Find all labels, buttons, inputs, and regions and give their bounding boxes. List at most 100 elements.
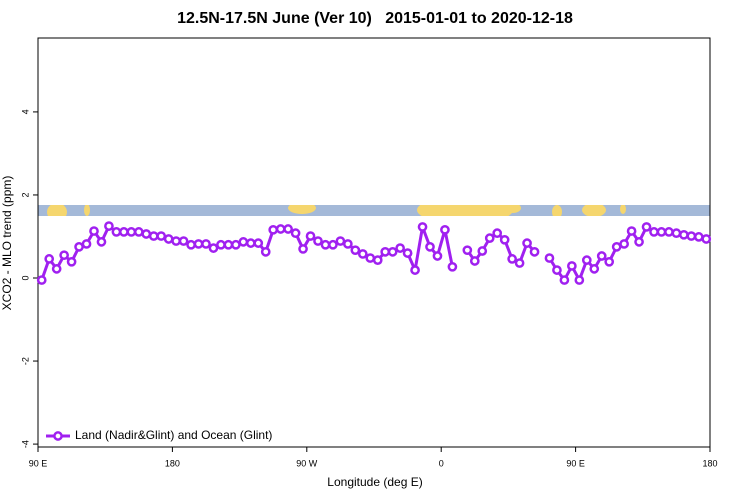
data-point bbox=[74, 242, 84, 252]
x-tick-label: 90 E bbox=[29, 458, 48, 468]
legend-marker bbox=[53, 431, 63, 441]
data-point bbox=[611, 242, 622, 252]
data-point bbox=[671, 228, 682, 239]
data-point bbox=[417, 222, 428, 232]
data-point bbox=[51, 264, 62, 274]
x-tick-label: 180 bbox=[165, 458, 180, 468]
data-point bbox=[596, 251, 607, 261]
y-axis-label: XCO2 - MLO trend (ppm) bbox=[0, 176, 14, 311]
data-point bbox=[119, 227, 129, 237]
data-point bbox=[208, 243, 219, 253]
data-point bbox=[238, 237, 249, 247]
data-point bbox=[402, 248, 413, 258]
data-point bbox=[544, 253, 555, 263]
data-point bbox=[469, 256, 480, 266]
data-point bbox=[522, 238, 532, 248]
data-point bbox=[81, 239, 92, 249]
data-point bbox=[432, 251, 443, 261]
data-point bbox=[462, 245, 473, 256]
data-point bbox=[425, 242, 435, 252]
data-point bbox=[679, 229, 689, 240]
plot-frame bbox=[37, 37, 711, 448]
x-tick-label: 180 bbox=[702, 458, 717, 468]
data-point bbox=[141, 229, 152, 239]
data-point bbox=[328, 239, 338, 250]
data-point bbox=[335, 236, 346, 246]
data-point bbox=[89, 226, 99, 236]
data-point bbox=[395, 243, 405, 253]
data-point bbox=[567, 261, 577, 271]
data-point bbox=[59, 250, 69, 261]
data-point bbox=[477, 246, 488, 256]
data-point bbox=[96, 237, 107, 247]
data-point bbox=[350, 245, 361, 256]
data-point bbox=[111, 227, 122, 237]
data-point bbox=[268, 224, 279, 235]
data-point bbox=[156, 231, 167, 241]
x-tick-label: 0 bbox=[439, 458, 444, 468]
data-point bbox=[559, 275, 570, 285]
data-point bbox=[343, 239, 353, 249]
land-shapes bbox=[47, 205, 626, 216]
data-point bbox=[649, 227, 659, 237]
data-point bbox=[387, 246, 398, 257]
data-point bbox=[148, 231, 159, 241]
data-point bbox=[686, 231, 697, 241]
data-point bbox=[357, 249, 368, 259]
data-point bbox=[447, 261, 458, 272]
data-point bbox=[320, 239, 331, 250]
map-strip bbox=[38, 205, 710, 216]
data-point bbox=[245, 238, 256, 248]
data-point bbox=[298, 244, 308, 254]
data-point bbox=[380, 246, 391, 257]
data-point bbox=[313, 236, 323, 246]
data-point bbox=[634, 237, 644, 247]
data-point bbox=[201, 239, 211, 249]
y-tick-label: 4 bbox=[20, 109, 30, 114]
data-point bbox=[581, 255, 592, 265]
data-point bbox=[484, 233, 495, 243]
data-point bbox=[171, 236, 181, 246]
data-point bbox=[626, 226, 637, 236]
data-point bbox=[36, 275, 47, 285]
data-point bbox=[589, 264, 600, 274]
y-tick-label: 0 bbox=[20, 275, 30, 280]
data-point bbox=[44, 254, 55, 264]
data-point bbox=[499, 234, 510, 245]
data-point bbox=[260, 246, 271, 257]
data-point bbox=[529, 246, 540, 257]
data-point bbox=[619, 239, 629, 249]
chart-title: 12.5N-17.5N June (Ver 10) 2015-01-01 to … bbox=[177, 10, 573, 27]
data-point bbox=[492, 228, 503, 239]
data-point bbox=[305, 231, 316, 241]
data-point bbox=[275, 224, 286, 234]
data-point bbox=[66, 256, 77, 267]
data-point bbox=[372, 255, 383, 265]
data-point bbox=[656, 227, 667, 237]
y-tick-label: -4 bbox=[20, 440, 30, 448]
data-point bbox=[552, 265, 562, 275]
data-point bbox=[290, 228, 301, 239]
data-point bbox=[574, 275, 585, 285]
data-point bbox=[365, 253, 376, 263]
legend-label: Land (Nadir&Glint) and Ocean (Glint) bbox=[75, 428, 272, 442]
data-point bbox=[693, 232, 704, 242]
data-point bbox=[701, 234, 712, 244]
y-tick-label: 2 bbox=[20, 192, 30, 197]
data-point bbox=[514, 258, 525, 268]
x-axis-label: Longitude (deg E) bbox=[327, 475, 422, 489]
y-tick-label: -2 bbox=[20, 357, 30, 365]
data-point bbox=[641, 222, 652, 232]
data-point bbox=[223, 239, 234, 250]
data-point bbox=[133, 227, 144, 237]
data-point bbox=[104, 221, 114, 231]
data-point bbox=[126, 227, 137, 237]
data-point bbox=[186, 239, 196, 250]
data-point bbox=[178, 236, 189, 246]
data-point bbox=[231, 239, 241, 250]
data-point bbox=[163, 234, 174, 244]
data-point bbox=[440, 224, 450, 235]
x-tick-label: 90 E bbox=[566, 458, 585, 468]
x-tick-label: 90 W bbox=[296, 458, 318, 468]
